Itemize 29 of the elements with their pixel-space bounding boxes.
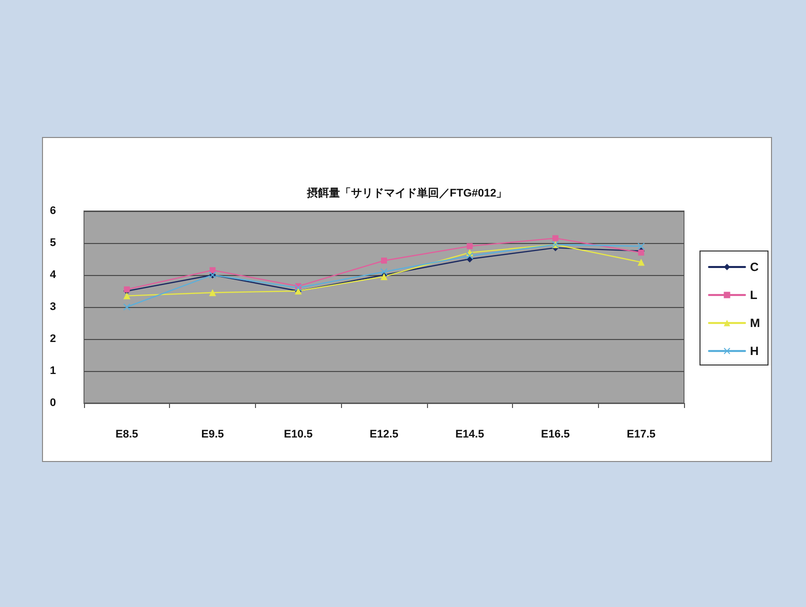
point (209, 289, 216, 296)
x-tick-label: E8.5 (116, 428, 138, 440)
y-tick-label: 3 (50, 301, 56, 313)
y-tick-label: 0 (50, 397, 56, 409)
point (638, 242, 645, 250)
point (123, 292, 130, 300)
x-tick-label: E14.5 (455, 428, 484, 440)
y-tick-label: 1 (50, 365, 56, 377)
y-tick-label: 5 (50, 237, 56, 249)
legend-label: L (750, 288, 758, 302)
x-tick-label: E9.5 (201, 428, 224, 440)
x-tick-label: E10.5 (284, 428, 313, 440)
legend-label: M (750, 316, 760, 330)
point (552, 235, 558, 242)
x-tick-label: E17.5 (626, 428, 656, 440)
legend-label: C (750, 260, 759, 274)
y-tick-label: 4 (50, 269, 57, 281)
y-tick-label: 2 (50, 333, 56, 345)
point (466, 252, 474, 260)
point (466, 243, 473, 250)
y-tick-label: 6 (50, 205, 56, 217)
point (210, 267, 216, 274)
x-tick-label: E16.5 (541, 428, 570, 440)
point (638, 258, 645, 266)
point (381, 258, 387, 264)
x-tick-label: E12.5 (370, 428, 398, 440)
legend-label: H (750, 344, 759, 358)
chart-title: 摂餌量「サリドマイド単回／FTG#012」 (306, 186, 508, 200)
point (123, 304, 130, 310)
